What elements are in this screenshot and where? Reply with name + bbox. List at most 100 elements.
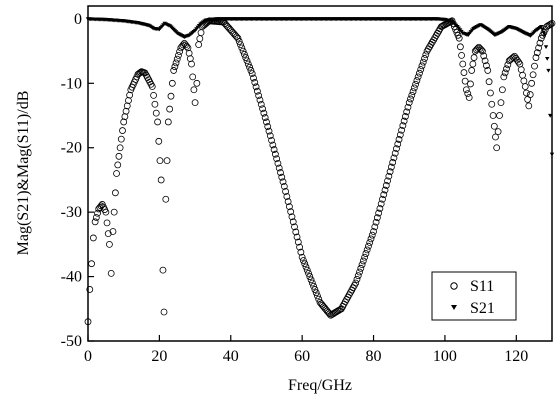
data-point xyxy=(547,20,555,28)
data-point xyxy=(184,44,192,52)
data-point xyxy=(379,195,386,203)
data-point xyxy=(242,54,250,61)
data-point xyxy=(480,52,488,60)
data-point xyxy=(489,112,497,119)
data-point xyxy=(125,97,132,104)
data-point xyxy=(454,31,462,39)
data-point xyxy=(109,228,117,235)
data-point xyxy=(152,109,160,117)
data-point xyxy=(404,103,412,111)
data-point xyxy=(114,161,122,169)
data-point xyxy=(542,33,548,38)
data-point xyxy=(250,74,257,82)
data-point xyxy=(248,70,256,78)
data-point xyxy=(393,145,400,153)
data-point xyxy=(487,89,494,97)
data-point xyxy=(274,159,282,167)
data-point xyxy=(412,80,420,88)
data-point xyxy=(362,250,370,257)
data-point xyxy=(240,50,248,58)
data-point xyxy=(382,182,390,189)
y-tick-label: -40 xyxy=(61,269,82,286)
y-axis: 0 -10 -20 -30 -40 -50 xyxy=(61,11,94,350)
data-point xyxy=(243,57,251,65)
data-point xyxy=(305,269,312,277)
data-point xyxy=(490,122,498,130)
data-point xyxy=(279,178,287,186)
x-axis-title: Freq/GHz xyxy=(288,377,352,394)
data-point xyxy=(456,43,464,51)
data-point xyxy=(492,133,499,141)
data-point xyxy=(275,164,283,172)
data-point xyxy=(536,39,544,47)
data-point xyxy=(365,242,372,250)
data-point xyxy=(478,47,486,55)
data-point xyxy=(297,248,305,256)
data-point xyxy=(298,253,306,261)
data-point xyxy=(238,44,246,52)
data-point xyxy=(122,107,130,115)
data-point xyxy=(515,58,522,66)
data-point xyxy=(185,49,193,57)
data-point xyxy=(529,71,537,79)
data-point xyxy=(385,172,393,180)
data-point xyxy=(268,136,275,144)
x-tick-label: 20 xyxy=(151,348,167,365)
series-s11 xyxy=(84,17,556,326)
data-point xyxy=(292,228,300,236)
data-point xyxy=(375,209,383,217)
data-point xyxy=(352,279,360,287)
data-point xyxy=(293,233,301,241)
data-point xyxy=(414,73,422,81)
data-point xyxy=(494,128,502,136)
data-point xyxy=(528,79,536,87)
data-point xyxy=(291,223,298,231)
data-point xyxy=(155,137,163,145)
data-point xyxy=(287,208,295,216)
x-tick-label: 80 xyxy=(366,348,382,365)
data-point xyxy=(413,77,421,84)
data-point xyxy=(300,257,307,264)
data-point xyxy=(166,105,174,113)
data-point xyxy=(421,55,428,62)
data-point xyxy=(308,279,316,287)
data-point xyxy=(504,61,512,69)
data-point xyxy=(270,146,278,153)
data-point xyxy=(92,214,100,221)
data-point xyxy=(191,99,199,107)
data-point xyxy=(400,117,408,125)
data-point xyxy=(110,208,118,216)
data-point xyxy=(280,182,288,190)
data-point xyxy=(521,83,529,90)
data-point xyxy=(488,100,496,108)
data-point xyxy=(288,213,296,221)
data-point xyxy=(373,214,381,222)
data-point xyxy=(265,127,273,135)
legend-marker-s11 xyxy=(450,282,458,290)
data-point xyxy=(545,57,550,61)
data-point xyxy=(160,308,168,316)
data-point xyxy=(381,186,389,194)
legend-box xyxy=(431,271,517,321)
data-point xyxy=(498,86,506,94)
data-point xyxy=(260,109,268,117)
data-point xyxy=(193,79,201,87)
data-point xyxy=(120,118,128,126)
data-point xyxy=(234,34,242,42)
y-axis-title: Mag(S21)&Mag(S11)/dB xyxy=(15,91,32,256)
data-point xyxy=(359,257,367,265)
data-point xyxy=(251,79,259,86)
data-point xyxy=(307,276,315,284)
data-point xyxy=(89,234,97,242)
data-point xyxy=(458,51,465,59)
data-point xyxy=(541,30,546,35)
data-point xyxy=(266,132,274,140)
data-point xyxy=(416,69,423,77)
data-point xyxy=(126,91,134,99)
data-point xyxy=(167,92,175,100)
data-point xyxy=(396,131,404,139)
data-point xyxy=(91,218,99,226)
data-point xyxy=(470,54,478,61)
data-point xyxy=(371,223,379,231)
data-point xyxy=(357,264,365,272)
